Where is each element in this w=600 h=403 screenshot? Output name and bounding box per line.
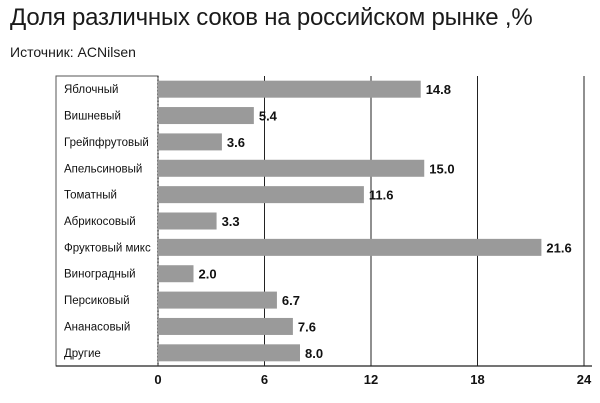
- data-label: 15.0: [429, 161, 454, 176]
- category-label: Вишневый: [64, 111, 121, 123]
- bar: [158, 159, 425, 177]
- data-label: 3.3: [222, 214, 240, 229]
- bar: [158, 291, 277, 309]
- bar: [158, 107, 254, 125]
- data-label: 5.4: [259, 109, 278, 124]
- category-panel: [55, 75, 159, 367]
- category-label: Другие: [64, 348, 101, 360]
- x-tick-label: 12: [364, 372, 378, 387]
- category-label: Персиковый: [64, 295, 130, 307]
- x-tick-label: 6: [261, 372, 268, 387]
- chart-source: Источник: ACNilsen: [10, 44, 136, 60]
- category-label: Яблочный: [64, 84, 118, 96]
- data-label: 8.0: [305, 346, 323, 361]
- bar: [158, 238, 542, 256]
- data-label: 2.0: [199, 267, 217, 282]
- category-label: Фруктовый микс: [64, 242, 151, 254]
- bar: [158, 212, 217, 230]
- x-tick-label: 24: [577, 372, 592, 387]
- category-label: Виноградный: [64, 269, 136, 281]
- category-label: Грейпфрутовый: [64, 137, 149, 149]
- x-tick-label: 0: [154, 372, 161, 387]
- data-label: 11.6: [369, 188, 394, 203]
- bar: [158, 133, 222, 151]
- bar: [158, 186, 364, 204]
- data-label: 6.7: [282, 293, 300, 308]
- category-label: Ананасовый: [64, 321, 130, 333]
- bar: [158, 344, 300, 362]
- category-label: Томатный: [64, 190, 117, 202]
- bar: [158, 80, 421, 98]
- data-label: 7.6: [298, 319, 316, 334]
- x-tick-label: 18: [470, 372, 484, 387]
- data-label: 14.8: [426, 82, 451, 97]
- chart-title: Доля различных соков на российском рынке…: [10, 4, 533, 31]
- data-label: 21.6: [546, 240, 571, 255]
- category-label: Абрикосовый: [64, 216, 136, 228]
- category-label: Апельсиновый: [64, 163, 142, 175]
- bar: [158, 265, 194, 283]
- data-label: 3.6: [227, 135, 245, 150]
- bar: [158, 317, 293, 335]
